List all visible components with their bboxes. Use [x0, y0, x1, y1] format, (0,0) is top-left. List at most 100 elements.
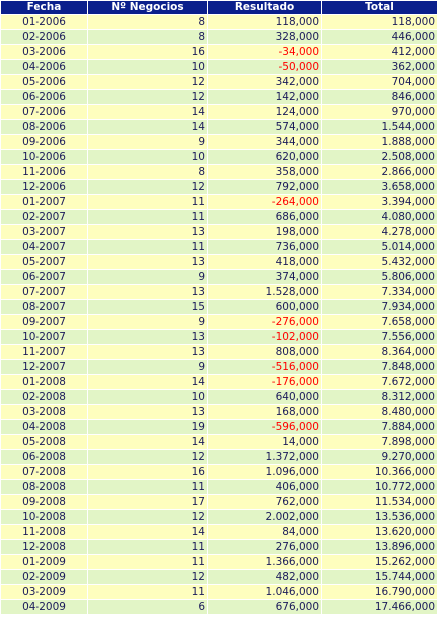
table-row: 04-2007 11 736,000 5.014,000 [1, 240, 437, 254]
cell-negocios: 14 [88, 375, 207, 389]
header-negocios[interactable]: Nº Negocios [88, 1, 207, 14]
cell-fecha: 06-2006 [1, 90, 87, 104]
cell-resultado: 328,000 [208, 30, 321, 44]
cell-negocios: 16 [88, 45, 207, 59]
cell-resultado: 574,000 [208, 120, 321, 134]
cell-fecha: 10-2006 [1, 150, 87, 164]
cell-total: 7.672,000 [322, 375, 437, 389]
cell-total: 7.334,000 [322, 285, 437, 299]
cell-total: 3.658,000 [322, 180, 437, 194]
cell-total: 5.432,000 [322, 255, 437, 269]
header-total[interactable]: Total [322, 1, 437, 14]
table-row: 09-2006 9 344,000 1.888,000 [1, 135, 437, 149]
cell-total: 17.466,000 [322, 600, 437, 614]
cell-resultado: 374,000 [208, 270, 321, 284]
cell-fecha: 03-2009 [1, 585, 87, 599]
cell-negocios: 9 [88, 360, 207, 374]
table-row: 12-2006 12 792,000 3.658,000 [1, 180, 437, 194]
cell-resultado: 808,000 [208, 345, 321, 359]
cell-total: 7.658,000 [322, 315, 437, 329]
cell-fecha: 02-2008 [1, 390, 87, 404]
cell-total: 1.544,000 [322, 120, 437, 134]
cell-negocios: 8 [88, 15, 207, 29]
cell-total: 16.790,000 [322, 585, 437, 599]
cell-negocios: 11 [88, 240, 207, 254]
cell-total: 970,000 [322, 105, 437, 119]
cell-negocios: 8 [88, 30, 207, 44]
table-row: 10-2007 13 -102,000 7.556,000 [1, 330, 437, 344]
cell-total: 13.620,000 [322, 525, 437, 539]
table-row: 03-2008 13 168,000 8.480,000 [1, 405, 437, 419]
cell-negocios: 12 [88, 450, 207, 464]
table-row: 01-2007 11 -264,000 3.394,000 [1, 195, 437, 209]
table-row: 03-2007 13 198,000 4.278,000 [1, 225, 437, 239]
cell-fecha: 11-2006 [1, 165, 87, 179]
cell-total: 2.508,000 [322, 150, 437, 164]
table-row: 06-2007 9 374,000 5.806,000 [1, 270, 437, 284]
cell-fecha: 08-2008 [1, 480, 87, 494]
table-row: 10-2008 12 2.002,000 13.536,000 [1, 510, 437, 524]
cell-resultado: 198,000 [208, 225, 321, 239]
cell-total: 5.014,000 [322, 240, 437, 254]
cell-fecha: 05-2006 [1, 75, 87, 89]
cell-total: 362,000 [322, 60, 437, 74]
cell-total: 8.312,000 [322, 390, 437, 404]
cell-negocios: 13 [88, 405, 207, 419]
cell-negocios: 16 [88, 465, 207, 479]
table-row: 12-2007 9 -516,000 7.848,000 [1, 360, 437, 374]
cell-negocios: 13 [88, 285, 207, 299]
cell-total: 7.884,000 [322, 420, 437, 434]
cell-total: 8.480,000 [322, 405, 437, 419]
table-row: 01-2008 14 -176,000 7.672,000 [1, 375, 437, 389]
cell-fecha: 02-2007 [1, 210, 87, 224]
table-row: 04-2009 6 676,000 17.466,000 [1, 600, 437, 614]
cell-total: 10.772,000 [322, 480, 437, 494]
cell-negocios: 9 [88, 315, 207, 329]
cell-resultado: 142,000 [208, 90, 321, 104]
table-row: 08-2006 14 574,000 1.544,000 [1, 120, 437, 134]
cell-resultado: 620,000 [208, 150, 321, 164]
cell-fecha: 03-2007 [1, 225, 87, 239]
cell-total: 10.366,000 [322, 465, 437, 479]
table-row: 01-2006 8 118,000 118,000 [1, 15, 437, 29]
cell-total: 446,000 [322, 30, 437, 44]
cell-total: 13.536,000 [322, 510, 437, 524]
cell-resultado: 1.096,000 [208, 465, 321, 479]
cell-fecha: 10-2008 [1, 510, 87, 524]
cell-resultado: 118,000 [208, 15, 321, 29]
cell-fecha: 09-2008 [1, 495, 87, 509]
cell-negocios: 14 [88, 105, 207, 119]
cell-resultado: 686,000 [208, 210, 321, 224]
cell-negocios: 10 [88, 150, 207, 164]
table-row: 03-2006 16 -34,000 412,000 [1, 45, 437, 59]
cell-fecha: 12-2006 [1, 180, 87, 194]
header-row: Fecha Nº Negocios Resultado Total [1, 1, 437, 14]
cell-total: 3.394,000 [322, 195, 437, 209]
cell-negocios: 10 [88, 390, 207, 404]
cell-negocios: 11 [88, 540, 207, 554]
header-resultado[interactable]: Resultado [208, 1, 321, 14]
cell-resultado: 600,000 [208, 300, 321, 314]
cell-resultado: -596,000 [208, 420, 321, 434]
table-row: 07-2008 16 1.096,000 10.366,000 [1, 465, 437, 479]
table-row: 05-2008 14 14,000 7.898,000 [1, 435, 437, 449]
cell-resultado: -276,000 [208, 315, 321, 329]
cell-fecha: 11-2008 [1, 525, 87, 539]
table-row: 09-2007 9 -276,000 7.658,000 [1, 315, 437, 329]
cell-negocios: 14 [88, 435, 207, 449]
cell-resultado: 124,000 [208, 105, 321, 119]
cell-total: 8.364,000 [322, 345, 437, 359]
header-fecha[interactable]: Fecha [1, 1, 87, 14]
table-row: 10-2006 10 620,000 2.508,000 [1, 150, 437, 164]
cell-fecha: 02-2009 [1, 570, 87, 584]
cell-resultado: 14,000 [208, 435, 321, 449]
cell-resultado: 762,000 [208, 495, 321, 509]
table-row: 11-2006 8 358,000 2.866,000 [1, 165, 437, 179]
cell-total: 412,000 [322, 45, 437, 59]
cell-fecha: 02-2006 [1, 30, 87, 44]
cell-fecha: 04-2007 [1, 240, 87, 254]
table-row: 02-2007 11 686,000 4.080,000 [1, 210, 437, 224]
cell-negocios: 13 [88, 255, 207, 269]
table-row: 08-2008 11 406,000 10.772,000 [1, 480, 437, 494]
